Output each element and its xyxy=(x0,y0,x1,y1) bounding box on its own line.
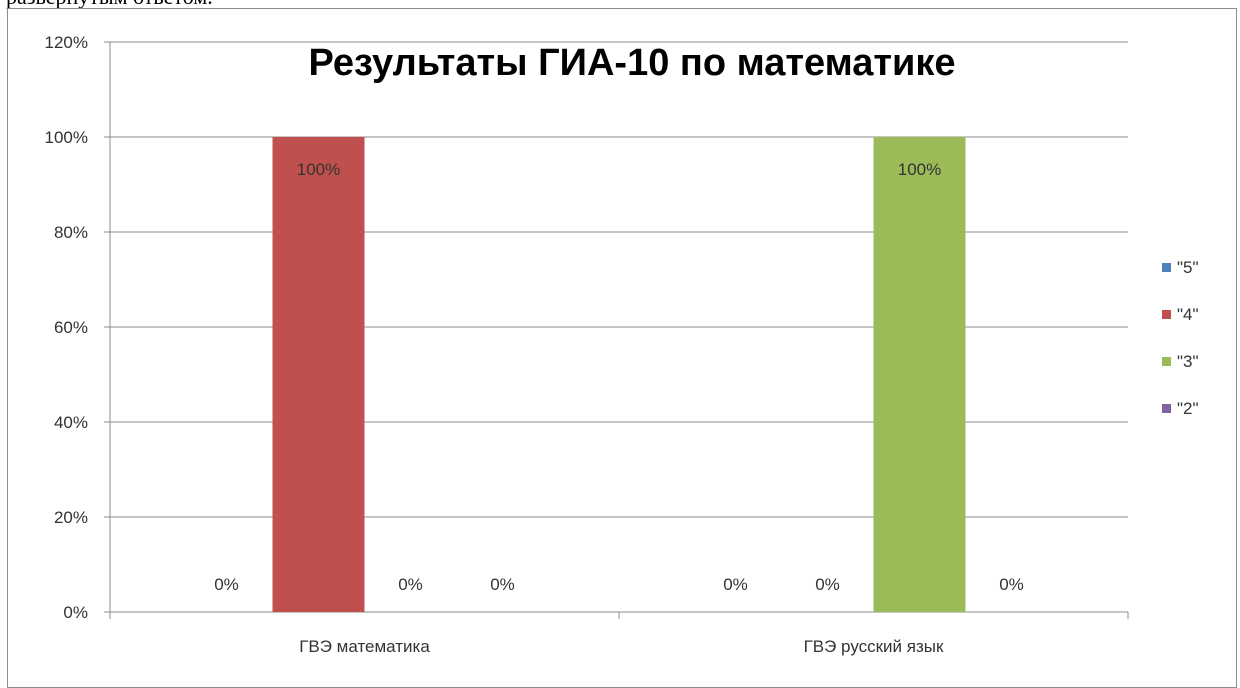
y-tick-label: 0% xyxy=(63,603,88,622)
bar xyxy=(873,137,966,612)
legend-label: "3" xyxy=(1177,352,1199,371)
y-tick-label: 100% xyxy=(45,128,88,147)
legend-swatch xyxy=(1162,310,1171,319)
data-label: 0% xyxy=(815,575,840,594)
data-labels: 0% 100% 0% 0% 0% 0% 100% 0% xyxy=(214,160,1024,594)
legend-swatch xyxy=(1162,357,1171,366)
bars xyxy=(272,137,966,612)
chart-frame xyxy=(7,8,1237,688)
y-tick-label: 80% xyxy=(54,223,88,242)
legend-label: "5" xyxy=(1177,258,1199,277)
x-axis: ГВЭ математика ГВЭ русский язык xyxy=(109,611,1129,656)
bar-chart: Результаты ГИА-10 по математике 0% 20% 40%… xyxy=(45,33,1199,656)
y-tick-label: 120% xyxy=(45,33,88,52)
legend-label: "4" xyxy=(1177,305,1199,324)
y-tick-label: 60% xyxy=(54,318,88,337)
y-axis: 0% 20% 40% 60% 80% 100% 120% xyxy=(45,33,111,622)
x-tick-label: ГВЭ математика xyxy=(299,637,430,656)
y-tick-label: 40% xyxy=(54,413,88,432)
legend-label: "2" xyxy=(1177,399,1199,418)
chart-title: Результаты ГИА-10 по математике xyxy=(309,42,956,84)
gridlines xyxy=(110,41,1128,613)
legend: "5" "4" "3" "2" xyxy=(1162,258,1199,418)
x-tick-label: ГВЭ русский язык xyxy=(804,637,944,656)
data-label: 0% xyxy=(214,575,239,594)
legend-swatch xyxy=(1162,263,1171,272)
legend-swatch xyxy=(1162,404,1171,413)
data-label: 0% xyxy=(490,575,515,594)
y-tick-label: 20% xyxy=(54,508,88,527)
bar xyxy=(272,137,365,612)
data-label: 0% xyxy=(398,575,423,594)
data-label: 100% xyxy=(898,160,941,179)
clipped-document-text: развернутым ответом. xyxy=(6,0,213,10)
data-label: 100% xyxy=(297,160,340,179)
data-label: 0% xyxy=(723,575,748,594)
data-label: 0% xyxy=(999,575,1024,594)
